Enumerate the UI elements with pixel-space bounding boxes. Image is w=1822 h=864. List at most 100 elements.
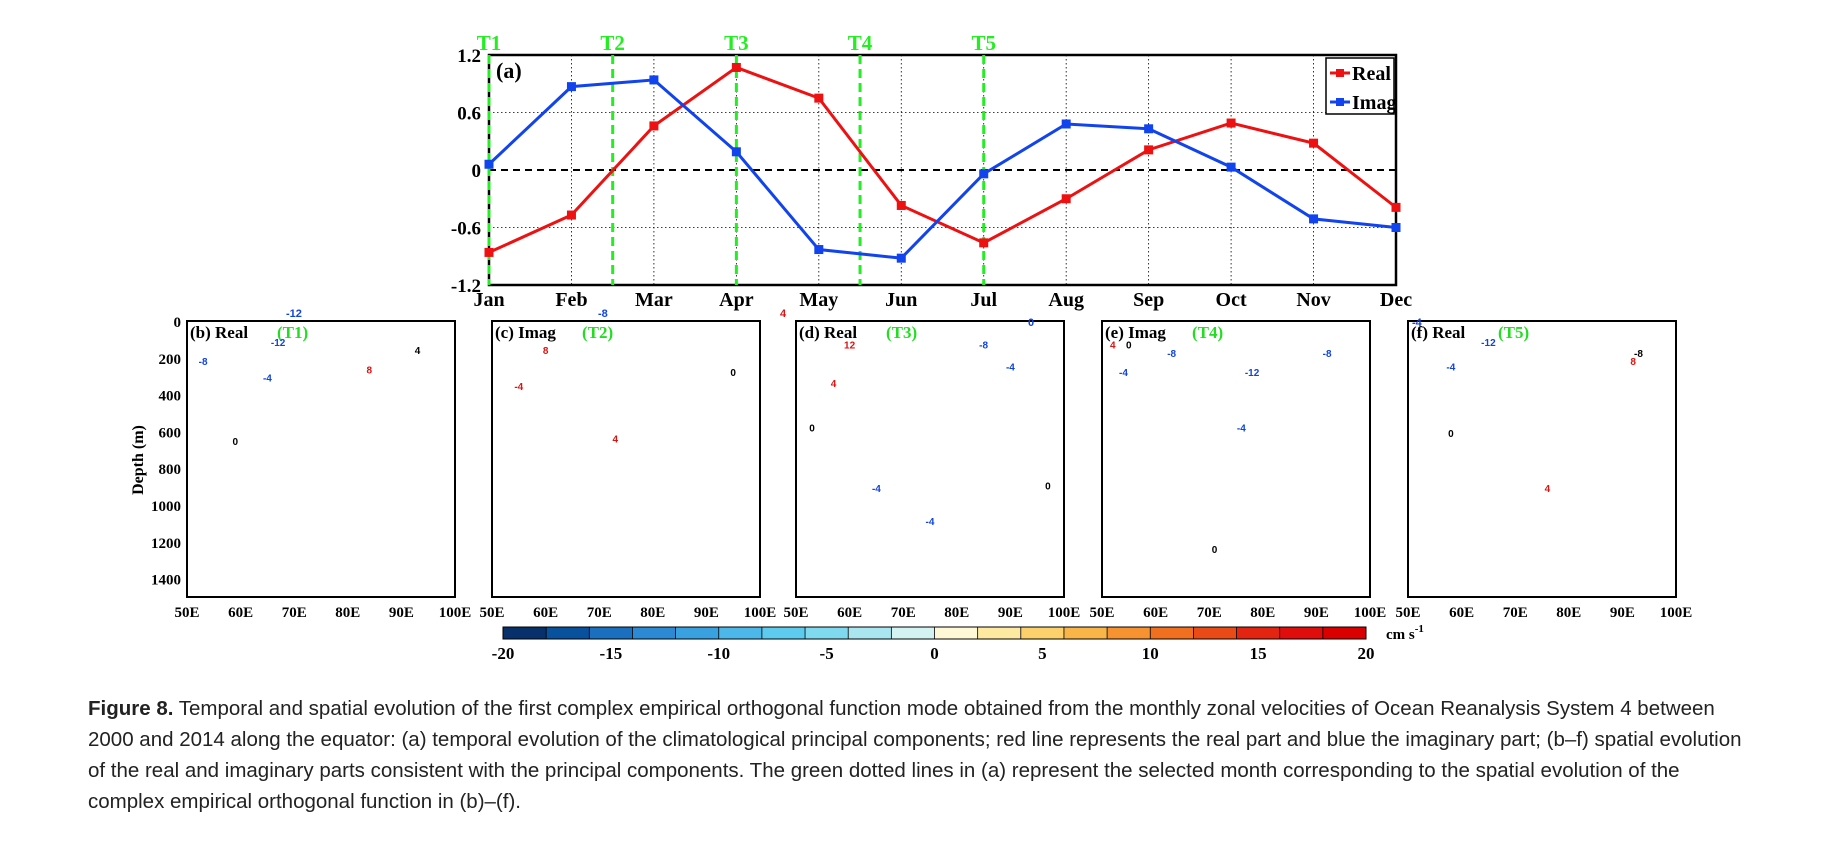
contour-label: -4 [1446,363,1455,374]
colorbar-segment [848,627,892,639]
panel-b-time: (T1) [277,323,308,342]
contour-label: -8 [1634,349,1643,360]
point-imag-jul [979,169,989,179]
contour-line [327,365,444,500]
point-real-jul [979,238,989,248]
colorbar-segment [503,627,547,639]
xtick-label: 90E [998,605,1023,621]
xtick-label-mar: Mar [635,289,673,311]
contour-fill [950,372,1032,431]
contour-label: 4 [612,434,618,445]
contour-line [364,387,407,409]
point-imag-aug [1061,119,1071,129]
ytick-label: 0.6 [457,104,481,125]
contour-fill [227,340,455,354]
panel-a-ytick-labels: 1.2 0.6 0 -0.6 -1.2 [451,46,481,297]
panel-d: (d) Real (T3) 12 4 0 -4 -8 -4 -4 0 50E 60E 70E 80E 90E… [780,308,1080,621]
depth-tick-label: 1000 [151,499,181,515]
point-imag-nov [1309,214,1319,224]
panel-f-frame [1407,320,1677,598]
contour-fill [572,365,760,597]
contour-fill [1408,349,1676,597]
point-real-jan [484,247,494,257]
colorbar-segment [675,627,720,639]
point-real-mar [649,121,659,131]
colorbar-tick-label: -15 [600,644,623,663]
colorbar-segment [1279,627,1324,639]
legend: Real Imag [1325,57,1396,115]
colorbar-segment [891,627,935,639]
contour-label: 0 [1045,481,1051,492]
contour-fill [187,349,455,597]
contour-label: -4 [514,382,523,393]
panel-bg [796,321,1064,597]
point-imag-sep [1144,124,1154,134]
contour-label: -8 [979,341,988,352]
panel-d-field [796,321,1064,597]
xtick-label: 60E [1143,605,1168,621]
xtick-label-dec: Dec [1380,289,1412,311]
depth-tick-label: 600 [159,425,182,441]
contour-label: 0 [232,437,238,448]
marker-label-t1: T1 [477,31,502,55]
point-imag-may [814,245,824,255]
marker-label-t2: T2 [600,31,625,55]
contour-fill [492,343,760,597]
contour-label: -12 [1481,338,1496,349]
xtick-label-jul: Jul [970,289,997,311]
xtick-label: 80E [944,605,969,621]
figure-caption: Figure 8. Temporal and spatial evolution… [88,693,1748,817]
marker-label-t4: T4 [848,31,873,55]
xtick-label: 50E [783,605,808,621]
contour-fill [984,459,1064,597]
panel-e-label: (e) Imag [1105,323,1166,342]
contour-fill [187,349,455,537]
panel-c-time: (T2) [582,323,613,342]
contour-label: 0 [1126,341,1132,352]
xtick-label: 100E [1660,605,1693,621]
contour-label: -4 [926,517,935,528]
depth-axis: 0 200 400 600 800 1000 1200 1400 [151,315,181,589]
panel-e-time: (T4) [1192,323,1223,342]
legend-imag-marker [1336,98,1344,106]
panel-f-time: (T5) [1498,323,1529,342]
panel-c-label: (c) Imag [495,323,556,342]
colorbar-segment [1150,627,1194,639]
contour-label: 4 [1110,341,1116,352]
panel-c: (c) Imag (T2) -4 0 4 8 50E 60E 70E 80E 90E 100E -8 [479,308,776,621]
contour-line [1413,360,1676,526]
contour-fill [492,343,760,569]
colorbar-segment [1322,627,1367,639]
xtick-label: 70E [282,605,307,621]
contour-line [950,372,1032,431]
xtick-label-jan: Jan [473,289,504,311]
colorbar-tick-label: -5 [820,644,834,663]
xtick-label: 80E [1250,605,1275,621]
contour-label: 0 [1448,429,1454,440]
contour-label: 8 [1630,357,1636,368]
xtick-label-may: May [799,289,838,311]
colorbar-segment [934,627,979,639]
contour-fill [903,358,1053,504]
panel-d-label: (d) Real [799,323,857,342]
xtick-label-nov: Nov [1296,289,1330,311]
panel-a-grid [489,55,1396,285]
contour-fill [187,338,455,382]
xtick-label: 90E [1610,605,1635,621]
figure-8: T1 T2 T3 T4 T5 1.2 0.6 0 -0.6 -1.2 Jan Feb Mar Apr M… [130,31,1692,663]
xtick-label: 90E [389,605,414,621]
contour-fill [1563,365,1637,441]
colorbar-tick-label: -10 [707,644,730,663]
contour-fill [680,473,747,597]
point-imag-dec [1391,223,1401,232]
contour-label: 0 [1212,545,1218,556]
marker-label-t5: T5 [971,31,996,55]
xtick-label-feb: Feb [555,289,587,311]
contour-label: 8 [366,365,372,376]
xtick-label: 50E [1395,605,1420,621]
xtick-label: 90E [694,605,719,621]
panel-d-frame [795,320,1065,598]
contour-line [572,365,760,597]
